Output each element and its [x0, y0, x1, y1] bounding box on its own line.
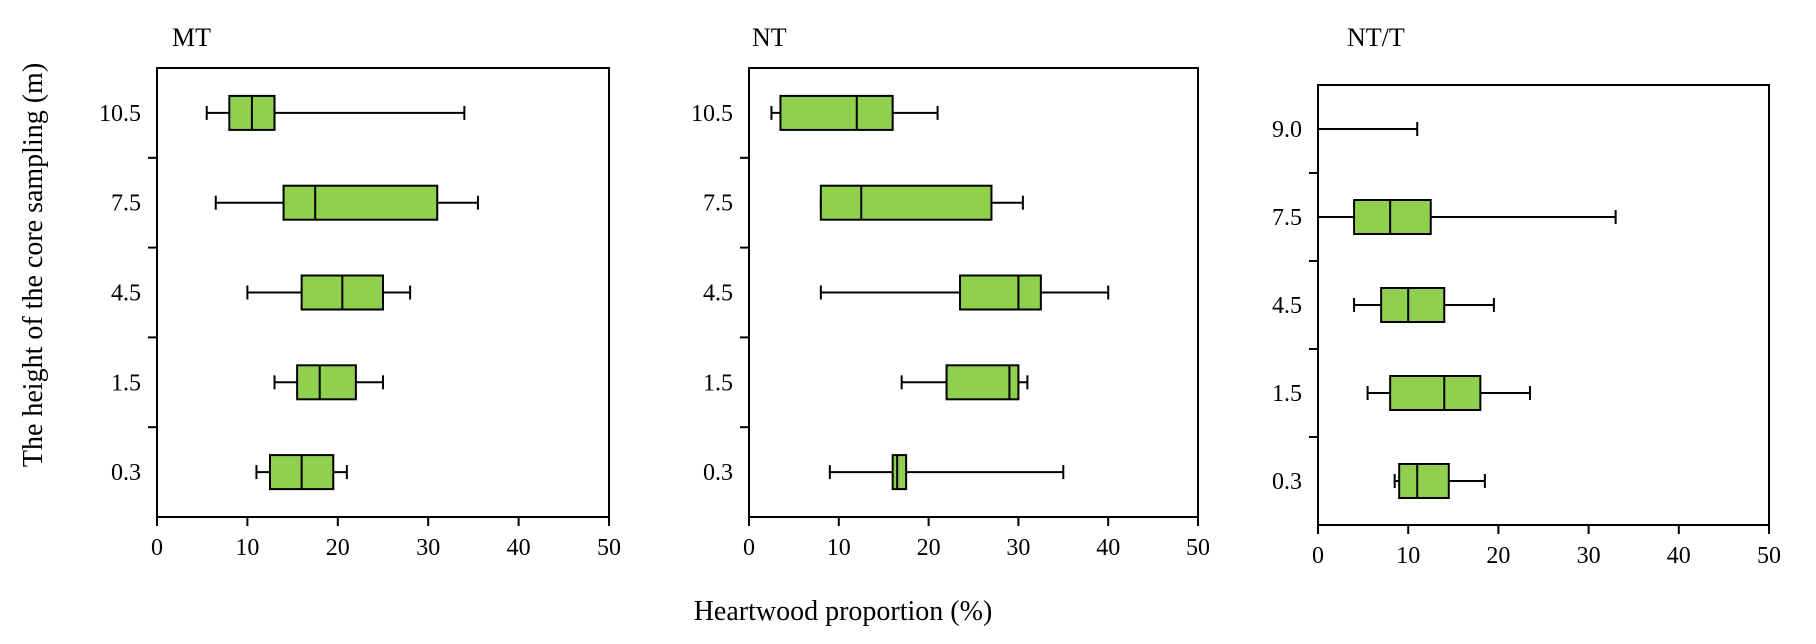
plot-frame [748, 67, 1199, 518]
x-tick-label: 0 [743, 535, 755, 561]
y-tick-label: 9.0 [1272, 117, 1302, 143]
box-7.5 [819, 184, 1024, 221]
panel-nt-t: NT/T 9.0 7.5 4.5 1.5 0.3 0 10 20 30 40 50 [1272, 23, 1781, 569]
x-tick-label: 10 [1396, 543, 1420, 569]
box-0.3 [1393, 463, 1486, 499]
iqr-box [1389, 375, 1482, 411]
panel-nt: NT 10.5 7.5 4.5 1.5 0.3 0 10 20 30 40 50 [691, 23, 1210, 561]
y-tick-label: 7.5 [111, 191, 141, 217]
box-10.5 [770, 94, 939, 131]
iqr-box [1353, 199, 1432, 235]
box-1.5 [1366, 375, 1531, 411]
y-tick-label: 4.5 [703, 281, 733, 307]
box-10.5 [205, 94, 466, 131]
iqr-box [819, 184, 993, 221]
iqr-box [296, 364, 357, 401]
x-tick-label: 20 [1486, 543, 1510, 569]
y-tick-label: 1.5 [703, 370, 733, 396]
x-tick-label: 30 [1006, 535, 1030, 561]
x-tick-label: 50 [1186, 535, 1210, 561]
x-tick-label: 10 [827, 535, 851, 561]
box-0.3 [828, 454, 1065, 491]
iqr-box [1380, 287, 1446, 323]
y-tick-label: 4.5 [111, 281, 141, 307]
y-tick-label: 4.5 [1272, 293, 1302, 319]
x-tick-label: 50 [1757, 543, 1781, 569]
box-4.5 [819, 274, 1110, 311]
y-tick-label: 0.3 [703, 460, 733, 486]
x-axis-label: Heartwood proportion (%) [694, 596, 993, 627]
x-tick-label: 40 [507, 535, 531, 561]
iqr-box [779, 94, 894, 131]
x-tick-label: 20 [917, 535, 941, 561]
iqr-box [891, 454, 908, 491]
box-7.5 [1317, 199, 1617, 235]
y-tick-label: 0.3 [1272, 469, 1302, 495]
box-4.5 [1353, 287, 1495, 323]
box-7.5 [214, 184, 479, 221]
iqr-box [1398, 463, 1450, 499]
x-tick-label: 40 [1096, 535, 1120, 561]
box-1.5 [273, 364, 384, 401]
y-tick-label: 1.5 [1272, 381, 1302, 407]
panel-title-mt: MT [172, 23, 211, 52]
x-tick-label: 40 [1667, 543, 1691, 569]
panel-mt: MT 10.5 7.5 4.5 1.5 0.3 0 10 20 30 40 50 [99, 23, 621, 561]
y-tick-label: 0.3 [111, 460, 141, 486]
y-axis-label: The height of the core sampling (m) [18, 63, 49, 467]
y-tick-label: 7.5 [1272, 205, 1302, 231]
y-tick-label: 10.5 [99, 101, 141, 127]
panel-title-nt: NT [752, 23, 787, 52]
x-tick-label: 30 [1577, 543, 1601, 569]
y-tick-label: 10.5 [691, 101, 733, 127]
iqr-box [945, 364, 1020, 401]
x-tick-label: 30 [416, 535, 440, 561]
box-9.0 [1317, 122, 1419, 136]
x-tick-label: 50 [597, 535, 621, 561]
box-4.5 [246, 274, 412, 311]
x-tick-label: 0 [1312, 543, 1324, 569]
box-1.5 [900, 364, 1029, 401]
x-tick-label: 0 [151, 535, 163, 561]
iqr-box [959, 274, 1042, 311]
plot-frame [156, 67, 610, 518]
y-tick-label: 1.5 [111, 370, 141, 396]
panel-title-nt-t: NT/T [1347, 23, 1405, 52]
box-0.3 [255, 454, 348, 491]
x-tick-label: 20 [326, 535, 350, 561]
iqr-box [282, 184, 439, 221]
y-tick-label: 7.5 [703, 191, 733, 217]
plot-frame [1317, 84, 1770, 526]
x-tick-label: 10 [235, 535, 259, 561]
